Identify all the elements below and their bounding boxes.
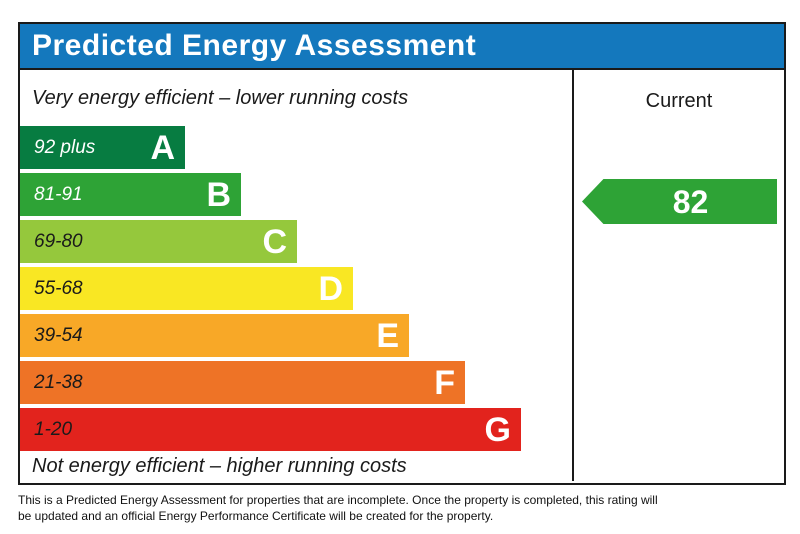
certificate-header: Predicted Energy Assessment	[20, 24, 784, 70]
band-row: 39-54 E	[20, 314, 572, 357]
current-rating-pane: Current 82	[572, 70, 784, 481]
band-letter: B	[206, 175, 231, 214]
bottom-caption: Not energy efficient – higher running co…	[32, 454, 407, 477]
band-bar: 92 plus A	[20, 126, 185, 169]
band-bar: 1-20 G	[20, 408, 521, 451]
band-range-label: 92 plus	[34, 136, 96, 158]
band-letter: F	[434, 363, 455, 402]
current-rating-value: 82	[672, 183, 709, 220]
band-range-label: 55-68	[34, 277, 83, 299]
band-row: 21-38 F	[20, 361, 572, 404]
band-row: 69-80 C	[20, 220, 572, 263]
band-range-label: 39-54	[34, 324, 83, 346]
band-bar: 21-38 F	[20, 361, 465, 404]
band-bar: 81-91 B	[20, 173, 241, 216]
band-letter: G	[484, 410, 511, 449]
rating-scale-pane: Very energy efficient – lower running co…	[20, 70, 572, 481]
band-bar: 39-54 E	[20, 314, 409, 357]
band-bar: 55-68 D	[20, 267, 353, 310]
certificate-body: Very energy efficient – lower running co…	[20, 70, 784, 481]
page-title: Predicted Energy Assessment	[32, 29, 477, 62]
band-letter: C	[262, 222, 287, 261]
band-row: 81-91 B	[20, 173, 572, 216]
band-letter: D	[318, 269, 343, 308]
bands: 92 plus A 81-91 B 69-80 C 55-68 D 39-54 …	[20, 126, 572, 451]
top-caption: Very energy efficient – lower running co…	[32, 86, 409, 109]
band-row: 92 plus A	[20, 126, 572, 169]
band-range-label: 69-80	[34, 230, 83, 252]
energy-assessment-chart: Predicted Energy Assessment Very energy …	[18, 22, 786, 485]
band-bar: 69-80 C	[20, 220, 297, 263]
current-rating-arrow: 82	[582, 179, 777, 224]
band-letter: E	[376, 316, 399, 355]
band-row: 1-20 G	[20, 408, 572, 451]
band-range-label: 81-91	[34, 183, 83, 205]
band-range-label: 1-20	[34, 418, 73, 440]
footnote-text: This is a Predicted Energy Assessment fo…	[18, 493, 658, 523]
band-range-label: 21-38	[34, 371, 83, 393]
band-letter: A	[150, 128, 175, 167]
current-column-header: Current	[645, 90, 713, 112]
band-row: 55-68 D	[20, 267, 572, 310]
